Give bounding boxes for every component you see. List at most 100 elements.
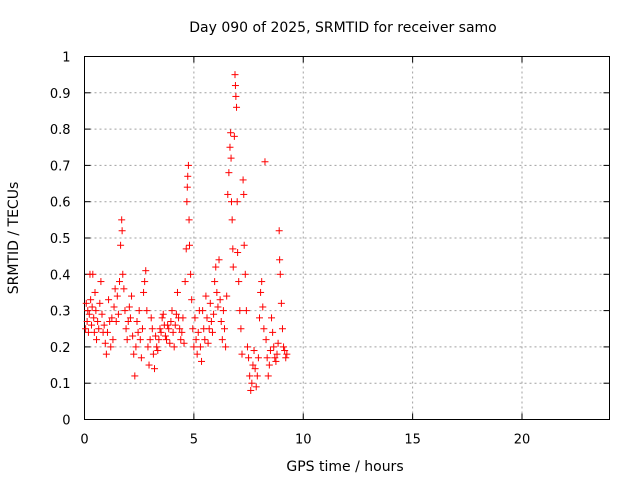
data-point: [258, 278, 266, 286]
data-point: [147, 314, 155, 322]
data-point: [90, 314, 98, 322]
data-point: [102, 350, 110, 358]
data-point: [264, 372, 272, 380]
data-point: [239, 176, 247, 184]
data-point: [163, 336, 171, 344]
data-point: [155, 336, 163, 344]
data-point: [124, 317, 132, 325]
data-point: [266, 347, 274, 355]
data-point: [254, 354, 262, 362]
data-point: [272, 357, 280, 365]
data-point: [172, 310, 180, 318]
data-point: [120, 285, 128, 293]
data-point: [142, 267, 150, 275]
data-point: [185, 216, 193, 224]
data-point: [117, 241, 125, 249]
data-point: [231, 71, 239, 79]
data-point: [229, 245, 237, 253]
data-point: [221, 325, 228, 333]
data-point: [191, 314, 199, 322]
data-point: [106, 317, 114, 325]
data-point: [252, 383, 260, 391]
y-tick-label: 0.8: [50, 123, 71, 138]
data-point: [146, 336, 154, 344]
data-point: [89, 270, 97, 278]
data-point: [219, 307, 227, 315]
data-point: [103, 328, 111, 336]
data-point: [205, 325, 213, 333]
data-point: [235, 278, 243, 286]
data-point: [184, 161, 192, 169]
data-point: [233, 103, 241, 111]
x-tick-label: 5: [190, 433, 198, 448]
y-tick-label: 0.3: [50, 305, 71, 320]
data-point: [159, 310, 167, 318]
data-point: [168, 307, 176, 315]
data-point: [269, 328, 277, 336]
data-point: [283, 350, 291, 358]
data-point: [111, 285, 119, 293]
data-point: [222, 343, 230, 351]
data-point: [188, 296, 196, 304]
data-point: [226, 143, 234, 151]
data-point: [213, 288, 221, 296]
data-point: [196, 343, 204, 351]
data-point: [229, 263, 237, 271]
data-points: [82, 71, 291, 394]
data-point: [271, 354, 279, 362]
data-point: [214, 303, 222, 311]
data-point: [154, 347, 162, 355]
data-point: [156, 325, 164, 333]
data-point: [199, 307, 207, 315]
data-point: [101, 339, 109, 347]
data-point: [170, 343, 178, 351]
data-point: [250, 347, 258, 355]
data-point: [224, 190, 232, 198]
data-point: [187, 270, 195, 278]
data-point: [123, 336, 131, 344]
data-point: [198, 357, 206, 365]
data-point: [179, 314, 187, 322]
data-point: [238, 350, 246, 358]
y-tick-label: 0.6: [50, 196, 71, 211]
data-point: [119, 270, 127, 278]
data-point: [108, 314, 116, 322]
data-point: [144, 343, 152, 351]
data-point: [83, 317, 91, 325]
data-point: [82, 299, 90, 307]
data-point: [242, 307, 250, 315]
data-point: [282, 354, 290, 362]
data-point: [261, 158, 269, 166]
data-point: [256, 314, 263, 322]
data-point: [84, 328, 92, 336]
y-tick-label: 0.5: [50, 232, 71, 247]
data-point: [249, 361, 257, 369]
data-point: [276, 270, 284, 278]
data-point: [227, 129, 235, 137]
data-point: [114, 310, 122, 318]
data-point: [215, 256, 223, 264]
data-point: [151, 365, 158, 373]
data-point: [241, 270, 249, 278]
data-point: [87, 296, 95, 304]
data-point: [217, 317, 225, 325]
y-tick-label: 0: [62, 414, 70, 429]
data-point: [116, 278, 123, 286]
data-point: [138, 325, 146, 333]
data-point: [211, 278, 219, 286]
data-point: [180, 339, 188, 347]
data-point: [251, 365, 259, 373]
data-point: [149, 350, 157, 358]
data-point: [145, 361, 153, 369]
data-point: [207, 317, 215, 325]
data-point: [181, 278, 189, 286]
data-point: [125, 303, 133, 311]
data-point: [153, 343, 161, 351]
data-point: [263, 354, 271, 362]
data-point: [260, 325, 268, 333]
data-point: [93, 336, 101, 344]
data-point: [240, 241, 248, 249]
data-point: [233, 198, 241, 206]
y-tick-label: 1: [62, 51, 70, 66]
data-point: [230, 132, 238, 140]
